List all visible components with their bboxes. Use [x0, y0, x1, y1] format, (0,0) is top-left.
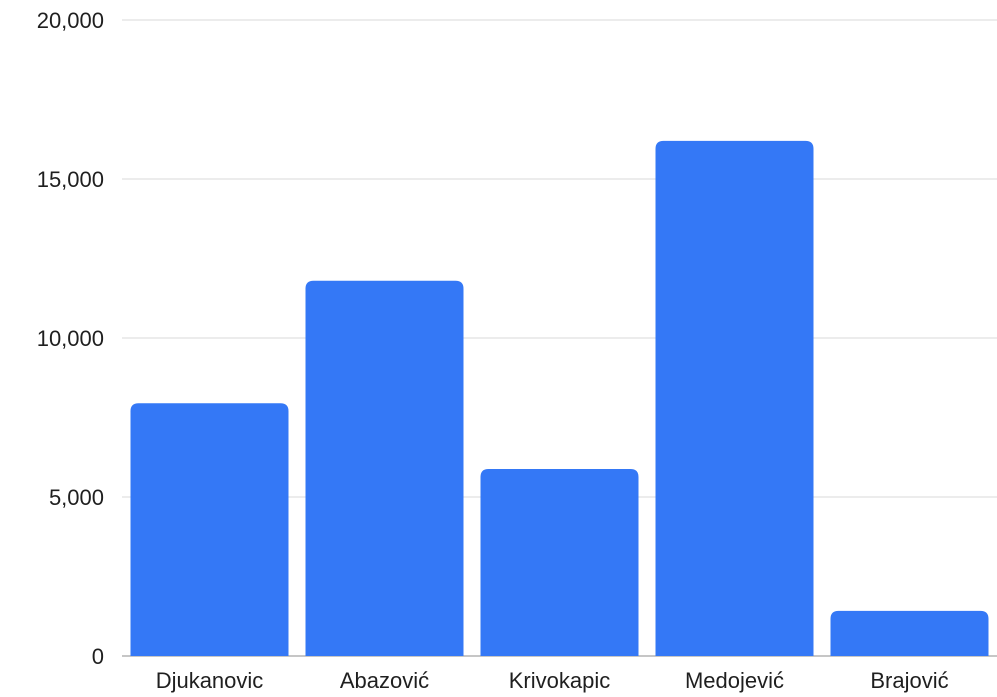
- x-tick-label: Medojević: [685, 668, 784, 693]
- x-tick-label: Krivokapic: [509, 668, 610, 693]
- y-tick-label: 0: [92, 644, 104, 669]
- x-tick-label: Djukanovic: [156, 668, 264, 693]
- y-tick-label: 20,000: [37, 8, 104, 33]
- x-axis-ticks: Djukanovic Abazović Krivokapic Medojević Bra…: [156, 668, 949, 693]
- y-tick-label: 5,000: [49, 485, 104, 510]
- y-tick-label: 15,000: [37, 167, 104, 192]
- bar-medojević: [655, 140, 814, 657]
- bar-abazović: [305, 280, 464, 656]
- bar-djukanovic: [130, 403, 289, 656]
- bar-brajović: [830, 610, 989, 656]
- y-tick-label: 10,000: [37, 326, 104, 351]
- bars: [130, 140, 989, 657]
- y-axis-ticks: 0 5,000 10,000 15,000 20,000: [37, 8, 104, 669]
- x-tick-label: Brajović: [870, 668, 948, 693]
- bar-krivokapic: [480, 469, 639, 656]
- x-tick-label: Abazović: [340, 668, 429, 693]
